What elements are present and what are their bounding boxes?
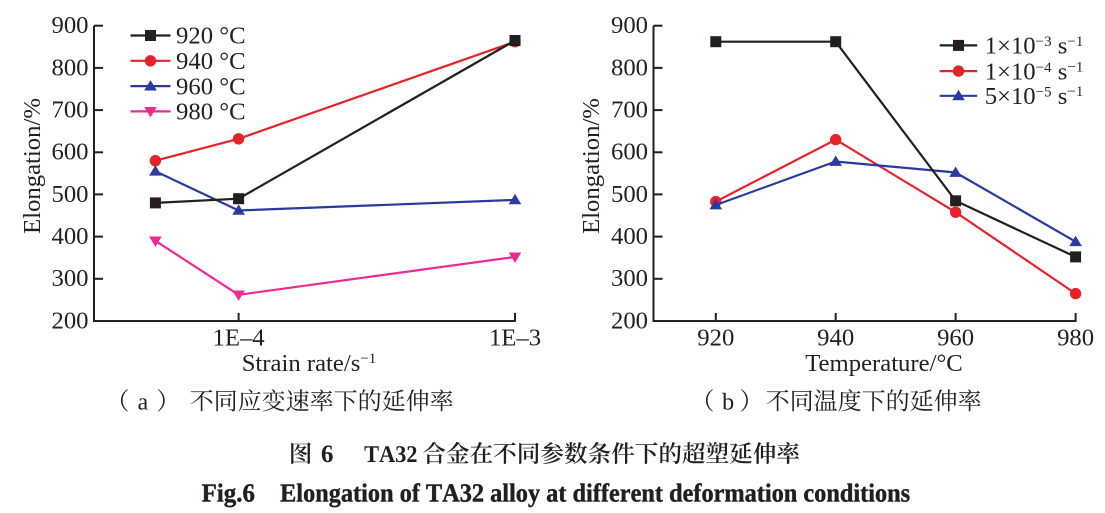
svg-text:800: 800	[611, 54, 648, 81]
svg-text:960: 960	[937, 325, 974, 352]
svg-text:1×10−3 s−1: 1×10−3 s−1	[985, 33, 1084, 60]
svg-text:940: 940	[817, 325, 854, 352]
svg-text:Elongation/%: Elongation/%	[19, 98, 46, 234]
svg-text:200: 200	[51, 307, 88, 334]
svg-text:940 °C: 940 °C	[176, 48, 246, 75]
svg-text:920: 920	[697, 325, 734, 352]
svg-text:1×10−4 s−1: 1×10−4 s−1	[985, 58, 1084, 85]
svg-text:960 °C: 960 °C	[176, 73, 246, 100]
svg-text:400: 400	[611, 223, 648, 250]
svg-text:500: 500	[51, 181, 88, 208]
svg-text:980 °C: 980 °C	[176, 99, 246, 126]
svg-text:900: 900	[611, 12, 648, 39]
svg-text:1E–4: 1E–4	[213, 325, 265, 352]
svg-text:Temperature/°C: Temperature/°C	[805, 350, 963, 377]
svg-text:800: 800	[51, 54, 88, 81]
svg-text:Elongation/%: Elongation/%	[578, 98, 605, 234]
svg-text:400: 400	[51, 223, 88, 250]
svg-text:200: 200	[611, 307, 648, 334]
svg-text:1E–3: 1E–3	[489, 325, 541, 352]
svg-text:5×10−5 s−1: 5×10−5 s−1	[985, 83, 1084, 110]
svg-text:500: 500	[611, 181, 648, 208]
svg-text:980: 980	[1057, 325, 1094, 352]
svg-text:Strain rate/s−1: Strain rate/s−1	[242, 350, 377, 377]
svg-text:300: 300	[51, 265, 88, 292]
svg-text:300: 300	[611, 265, 648, 292]
svg-text:600: 600	[611, 139, 648, 166]
svg-text:700: 700	[611, 97, 648, 124]
svg-text:600: 600	[51, 139, 88, 166]
svg-text:700: 700	[51, 97, 88, 124]
svg-text:920 °C: 920 °C	[176, 23, 246, 50]
svg-text:900: 900	[51, 12, 88, 39]
